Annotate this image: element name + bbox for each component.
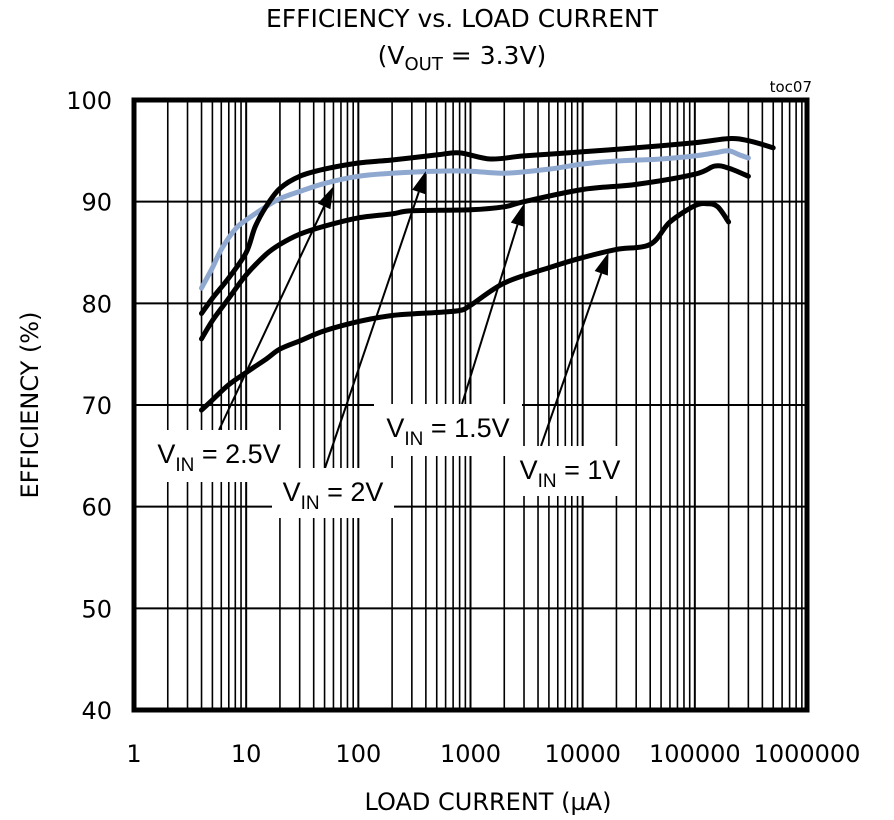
chart-title: EFFICIENCY vs. LOAD CURRENT <box>266 4 659 33</box>
series-annotation-label: VIN = 2V <box>283 477 384 514</box>
annotation-arrowhead <box>412 171 426 195</box>
plot-frame <box>131 97 810 713</box>
x-tick-label: 1000000 <box>754 740 861 768</box>
y-tick-label: 100 <box>66 87 112 115</box>
annotation-arrow <box>540 272 603 447</box>
annotation-arrow <box>461 224 519 405</box>
x-axis-label: LOAD CURRENT (µA) <box>364 788 611 816</box>
series-line <box>199 136 776 316</box>
annotation-box <box>272 468 394 518</box>
y-tick-label: 60 <box>81 494 112 522</box>
annotation-arrow <box>324 191 420 469</box>
series-annotation-label: VIN = 2.5V <box>157 439 280 476</box>
x-tick-label: 10000 <box>544 740 620 768</box>
series-line <box>199 163 751 342</box>
tick-labels: 1 10 100 1000 10000 100000 1000000 40 50 60 70 80 90… <box>66 87 860 768</box>
y-axis-label: EFFICIENCY (%) <box>16 312 44 499</box>
annotation-box <box>374 404 522 456</box>
chart-subtitle: (VOUT = 3.3V) <box>378 41 547 75</box>
series-line <box>199 148 751 291</box>
x-tick-label: 10 <box>231 740 262 768</box>
y-tick-label: 70 <box>81 392 112 420</box>
series-lines <box>199 136 776 413</box>
annotation-box <box>508 446 632 496</box>
series-line <box>199 200 732 413</box>
y-tick-label: 80 <box>81 290 112 318</box>
x-tick-label: 100000 <box>649 740 741 768</box>
x-tick-label: 100 <box>335 740 381 768</box>
series-annotation-label: VIN = 1.5V <box>386 413 509 450</box>
series-annotation-label: VIN = 1V <box>520 455 621 492</box>
annotation-arrowhead <box>594 252 609 276</box>
x-tick-label: 1000 <box>440 740 501 768</box>
y-tick-label: 40 <box>81 697 112 725</box>
y-tick-label: 50 <box>81 595 112 623</box>
annotation-arrowhead <box>510 203 525 227</box>
x-tick-label: 1 <box>126 740 141 768</box>
figure-tag: toc07 <box>770 78 812 96</box>
y-tick-label: 90 <box>81 189 112 217</box>
annotation-box <box>146 430 292 482</box>
annotation-arrow <box>218 205 325 431</box>
annotation-arrowhead <box>317 186 334 210</box>
